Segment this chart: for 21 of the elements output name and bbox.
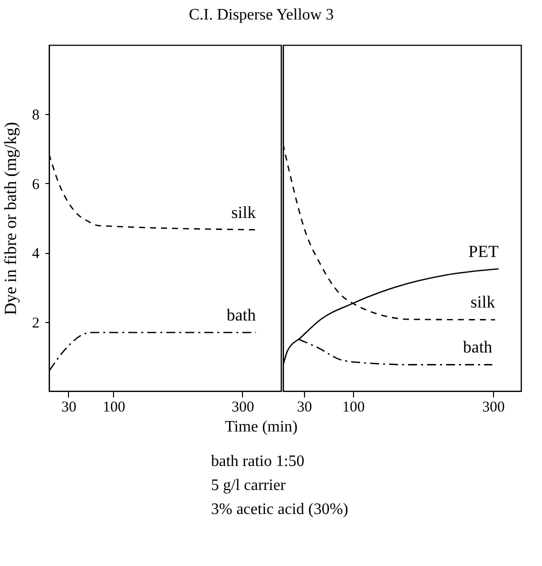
y-axis-title: Dye in fibre or bath (mg/kg) <box>1 122 20 316</box>
text: 5 g/l carrier <box>211 477 286 494</box>
series-label: bath <box>463 338 493 357</box>
x-tick-label: 30 <box>297 400 312 416</box>
x-tick-label: 100 <box>342 400 365 416</box>
x-axis-title: Time (min) <box>224 418 298 436</box>
x-tick-label: 300 <box>232 400 254 416</box>
x-tick-label: 300 <box>482 400 505 416</box>
chart-title: C.I. Disperse Yellow 3 <box>188 6 334 24</box>
y-tick-label: 6 <box>32 176 40 193</box>
series-label: PET <box>468 242 500 261</box>
text: bath ratio 1:50 <box>211 453 304 470</box>
x-tick-label: 30 <box>61 400 76 416</box>
y-tick-label: 8 <box>32 108 40 124</box>
text: 3% acetic acid (30%) <box>211 501 348 518</box>
y-tick-label: 2 <box>32 315 40 332</box>
x-tick-label: 100 <box>102 400 126 416</box>
series-label: bath <box>226 306 256 325</box>
y-tick-label: 4 <box>32 246 40 262</box>
series-label: silk <box>231 202 256 222</box>
series-label: silk <box>470 292 496 312</box>
